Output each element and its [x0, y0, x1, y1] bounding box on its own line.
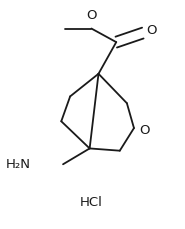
- Text: O: O: [146, 24, 157, 37]
- Text: O: O: [86, 9, 97, 22]
- Text: HCl: HCl: [80, 196, 103, 209]
- Text: H₂N: H₂N: [6, 158, 31, 171]
- Text: O: O: [139, 124, 150, 137]
